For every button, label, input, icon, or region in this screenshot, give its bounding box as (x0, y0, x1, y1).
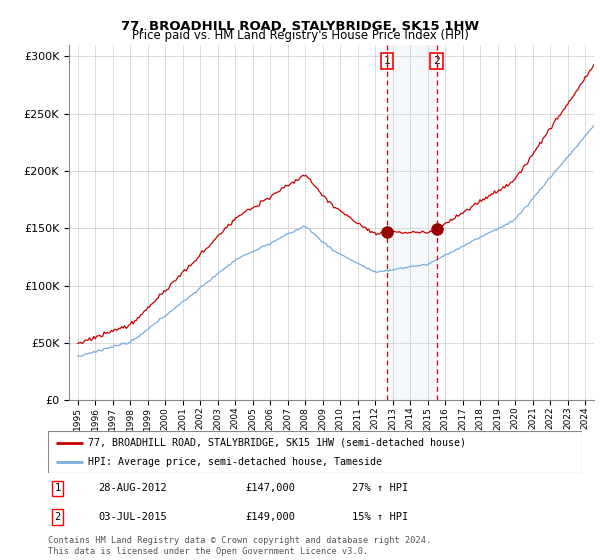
Text: 1: 1 (55, 483, 61, 493)
Text: 28-AUG-2012: 28-AUG-2012 (99, 483, 167, 493)
Text: £147,000: £147,000 (245, 483, 296, 493)
Text: 1: 1 (383, 56, 390, 66)
Text: 27% ↑ HPI: 27% ↑ HPI (352, 483, 409, 493)
Text: 15% ↑ HPI: 15% ↑ HPI (352, 512, 409, 522)
Text: 2: 2 (433, 56, 440, 66)
Text: £149,000: £149,000 (245, 512, 296, 522)
Text: 77, BROADHILL ROAD, STALYBRIDGE, SK15 1HW (semi-detached house): 77, BROADHILL ROAD, STALYBRIDGE, SK15 1H… (88, 437, 466, 447)
Text: HPI: Average price, semi-detached house, Tameside: HPI: Average price, semi-detached house,… (88, 457, 382, 467)
Bar (387, 45, 437, 400)
Text: 77, BROADHILL ROAD, STALYBRIDGE, SK15 1HW: 77, BROADHILL ROAD, STALYBRIDGE, SK15 1H… (121, 20, 479, 32)
Text: 2: 2 (55, 512, 61, 522)
Text: Price paid vs. HM Land Registry's House Price Index (HPI): Price paid vs. HM Land Registry's House … (131, 29, 469, 42)
Text: 03-JUL-2015: 03-JUL-2015 (99, 512, 167, 522)
Text: Contains HM Land Registry data © Crown copyright and database right 2024.
This d: Contains HM Land Registry data © Crown c… (48, 536, 431, 556)
